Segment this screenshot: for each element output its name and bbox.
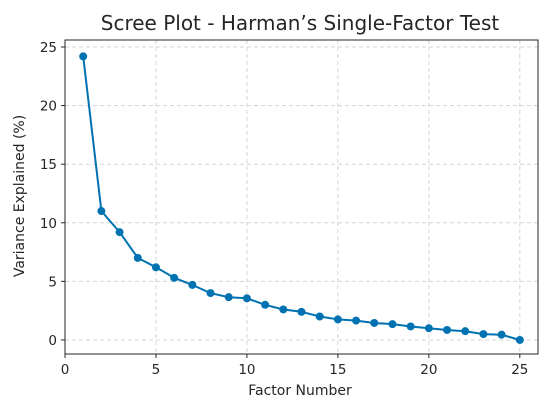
x-tick-label: 5 [152, 362, 161, 378]
data-point [242, 294, 251, 303]
data-point [224, 293, 233, 302]
x-axis-ticks: 0 5 10 15 20 25 [61, 354, 528, 378]
data-point [333, 315, 342, 324]
data-point [352, 316, 361, 325]
y-tick-label: 10 [40, 216, 57, 232]
data-point [370, 318, 379, 327]
x-tick-label: 25 [511, 362, 528, 378]
data-point [443, 325, 452, 334]
plot-frame [64, 39, 539, 355]
x-tick-label: 10 [238, 362, 255, 378]
plot-border [64, 39, 539, 355]
data-point [424, 324, 433, 333]
data-point [497, 330, 506, 339]
data-point [115, 228, 124, 237]
grid-lines [64, 40, 538, 354]
data-point [461, 327, 470, 336]
data-point [515, 335, 524, 344]
y-tick-label: 20 [40, 99, 57, 115]
data-point [315, 312, 324, 321]
data-point [479, 330, 488, 339]
x-tick-label: 0 [61, 362, 70, 378]
y-axis-ticks: 0 5 10 15 20 25 [40, 40, 65, 349]
data-point [206, 289, 215, 298]
y-axis-label: Variance Explained (%) [12, 115, 28, 277]
data-point [133, 253, 142, 262]
data-point [151, 263, 160, 272]
series-group [79, 52, 524, 344]
chart-title: Scree Plot - Harman’s Single-Factor Test [101, 11, 500, 35]
data-point [297, 307, 306, 316]
data-point [79, 52, 88, 61]
data-point [406, 322, 415, 331]
data-point [170, 273, 179, 282]
series-line [82, 56, 521, 341]
data-point [388, 320, 397, 329]
data-point [97, 207, 106, 216]
x-tick-label: 15 [329, 362, 346, 378]
y-tick-label: 15 [40, 157, 57, 173]
x-axis-label: Factor Number [248, 383, 352, 399]
data-point [188, 280, 197, 289]
y-tick-label: 25 [40, 40, 57, 56]
y-tick-label: 0 [48, 333, 57, 349]
data-point [261, 300, 270, 309]
x-tick-label: 20 [420, 362, 437, 378]
y-tick-label: 5 [48, 274, 57, 290]
data-point [279, 305, 288, 314]
